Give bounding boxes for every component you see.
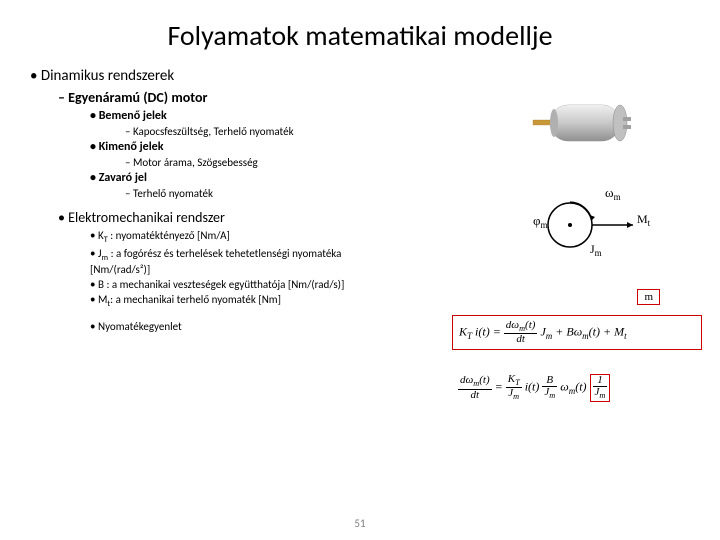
rotor-diagram: ωm φm Jm Mt [515, 185, 665, 275]
svg-text:ωm: ωm [605, 185, 621, 202]
heading-zavaro: Zavaró jel [90, 170, 700, 186]
svg-text:Jm: Jm [590, 242, 602, 258]
param-mt: Mt: a mechanikai terhelő nyomaték [Nm] [90, 292, 700, 310]
param-b: B : a mechanikai veszteségek együtthatój… [90, 277, 370, 292]
motor-image [530, 80, 660, 160]
equation-state: dωm(t) dt = KT Jm i(t) B Jm ωm(t) 1 Jm [452, 370, 702, 406]
page-title: Folyamatok matematikai modellje [0, 0, 720, 65]
param-jm: Jm : a fogórész és terhelések tehetetlen… [90, 246, 370, 277]
equation-torque: KT i(t) = dωm(t) dt Jm + Bωm(t) + Mt [452, 315, 702, 350]
svg-text:Mt: Mt [637, 212, 651, 228]
page-number: 51 [354, 517, 365, 530]
svg-text:φm: φm [533, 213, 548, 230]
m-red-box: m [637, 289, 660, 305]
